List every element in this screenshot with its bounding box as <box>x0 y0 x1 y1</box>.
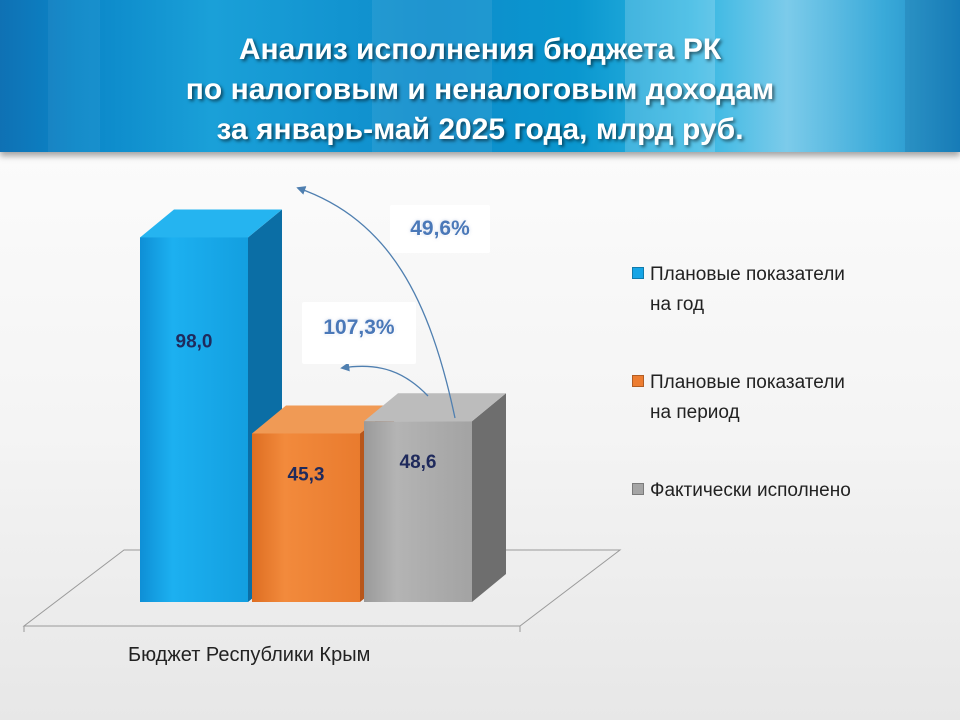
legend-swatch-gray <box>632 483 644 495</box>
chart-floor <box>22 549 622 627</box>
legend-label: Плановые показатели <box>650 264 845 285</box>
bars-group <box>140 209 506 602</box>
bar-actual <box>364 393 506 602</box>
slide-title: Анализ исполнения бюджета РК по налоговы… <box>0 30 960 150</box>
bar-actual-front <box>364 421 472 602</box>
bar-actual-top <box>364 393 506 422</box>
bar-plan-year-front <box>140 237 248 602</box>
bar-plan-period-value-label: 45,3 <box>288 464 325 485</box>
bar-actual-side <box>472 393 506 602</box>
bar-plan-year-value-label: 98,0 <box>176 331 213 352</box>
legend-label-cont: на период <box>650 402 740 423</box>
legend-label: Фактически исполнено <box>650 480 851 501</box>
legend-swatch-orange <box>632 375 644 387</box>
category-axis-label: Бюджет Республики Крым <box>128 644 371 666</box>
legend-swatch-blue <box>632 267 644 279</box>
banner-stripe <box>48 0 100 152</box>
legend-label: Плановые показатели <box>650 372 845 393</box>
bar-labels-group: 98,0 45,3 48,6 <box>176 331 437 485</box>
bar-plan-year <box>140 209 282 602</box>
title-line-2: по налоговым и неналоговым доходам <box>185 73 775 106</box>
title-line-1: Анализ исполнения бюджета РК <box>238 33 722 66</box>
title-line-3: за январь-май 2025 года, млрд руб. <box>216 113 744 146</box>
bar-plan-period-top <box>252 405 394 434</box>
banner-stripe <box>372 0 492 152</box>
banner-stripe <box>905 0 960 152</box>
title-banner: Анализ исполнения бюджета РК по налоговы… <box>0 0 960 152</box>
bar-actual-value-label: 48,6 <box>400 452 437 473</box>
bar-plan-year-top <box>140 209 282 238</box>
arrow-to-period-plan <box>340 362 429 397</box>
callout-annual-percent: 49,6% <box>390 205 490 253</box>
callout-period-percent: 107,3% <box>302 302 416 364</box>
arrow-to-annual-plan <box>296 186 456 419</box>
banner-stripe <box>625 0 715 152</box>
bar-plan-period-front <box>252 433 360 602</box>
legend-label-cont: на год <box>650 294 705 315</box>
